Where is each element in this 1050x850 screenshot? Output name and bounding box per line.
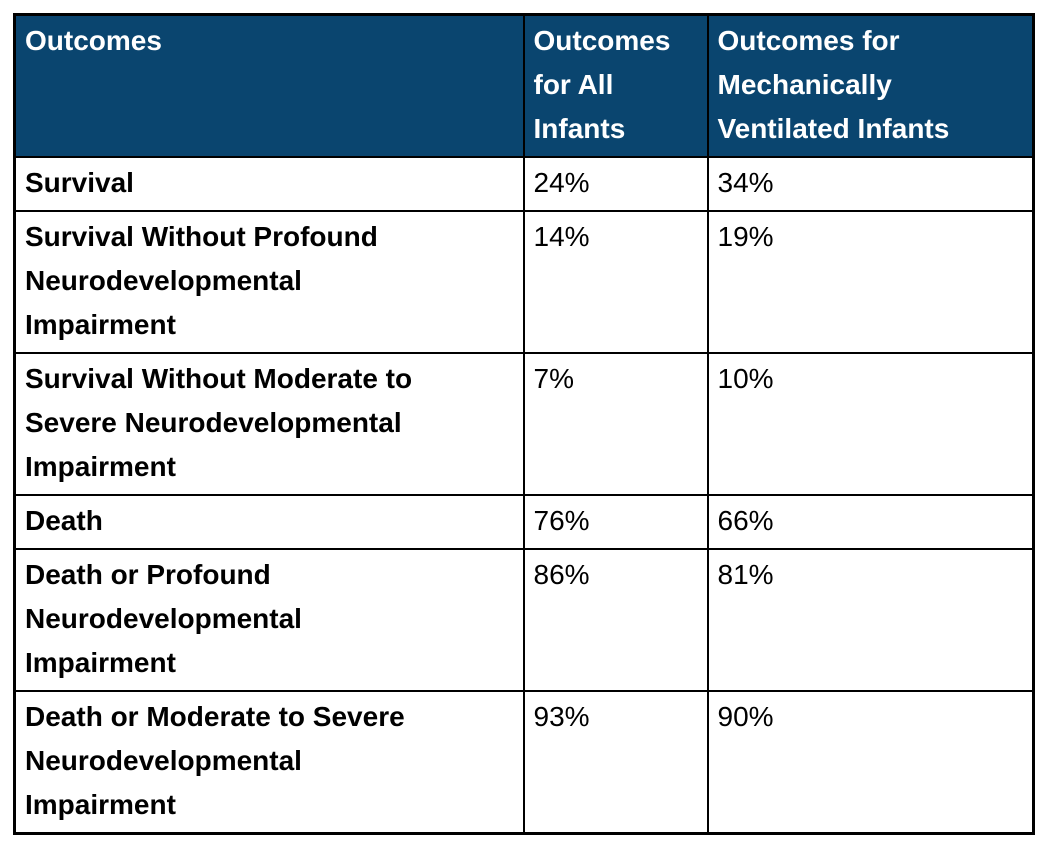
table-row-death-or-profound: Death or Profound Neurodevelopmental Imp… [13,548,1035,692]
table-row-death-or-moderate-severe: Death or Moderate to Severe Neurodevelop… [13,690,1035,835]
all-infants-value: 86% [522,548,709,692]
outcome-label: Death or Moderate to Severe Neurodevelop… [13,690,525,835]
header-cell-ventilated-infants: Outcomes for Mechanically Ventilated Inf… [706,13,1035,158]
all-infants-value: 76% [522,494,709,550]
ventilated-value: 10% [706,352,1035,496]
ventilated-value: 19% [706,210,1035,354]
ventilated-value: 66% [706,494,1035,550]
table-body: Survival 24% 34% Survival Without Profou… [13,156,1035,835]
outcomes-table: Outcomes Outcomes for All Infants Outcom… [13,13,1035,835]
table-row-survival-without-moderate-severe: Survival Without Moderate to Severe Neur… [13,352,1035,496]
table-row-survival-without-profound: Survival Without Profound Neurodevelopme… [13,210,1035,354]
outcome-label: Survival Without Profound Neurodevelopme… [13,210,525,354]
table-row-survival: Survival 24% 34% [13,156,1035,212]
outcome-label: Death or Profound Neurodevelopmental Imp… [13,548,525,692]
table-row-death: Death 76% 66% [13,494,1035,550]
all-infants-value: 14% [522,210,709,354]
all-infants-value: 7% [522,352,709,496]
outcome-label: Death [13,494,525,550]
all-infants-value: 93% [522,690,709,835]
table-header: Outcomes Outcomes for All Infants Outcom… [13,13,1035,158]
ventilated-value: 90% [706,690,1035,835]
header-row: Outcomes Outcomes for All Infants Outcom… [13,13,1035,158]
header-cell-all-infants: Outcomes for All Infants [522,13,709,158]
header-cell-outcomes: Outcomes [13,13,525,158]
ventilated-value: 34% [706,156,1035,212]
all-infants-value: 24% [522,156,709,212]
outcome-label: Survival Without Moderate to Severe Neur… [13,352,525,496]
ventilated-value: 81% [706,548,1035,692]
outcome-label: Survival [13,156,525,212]
